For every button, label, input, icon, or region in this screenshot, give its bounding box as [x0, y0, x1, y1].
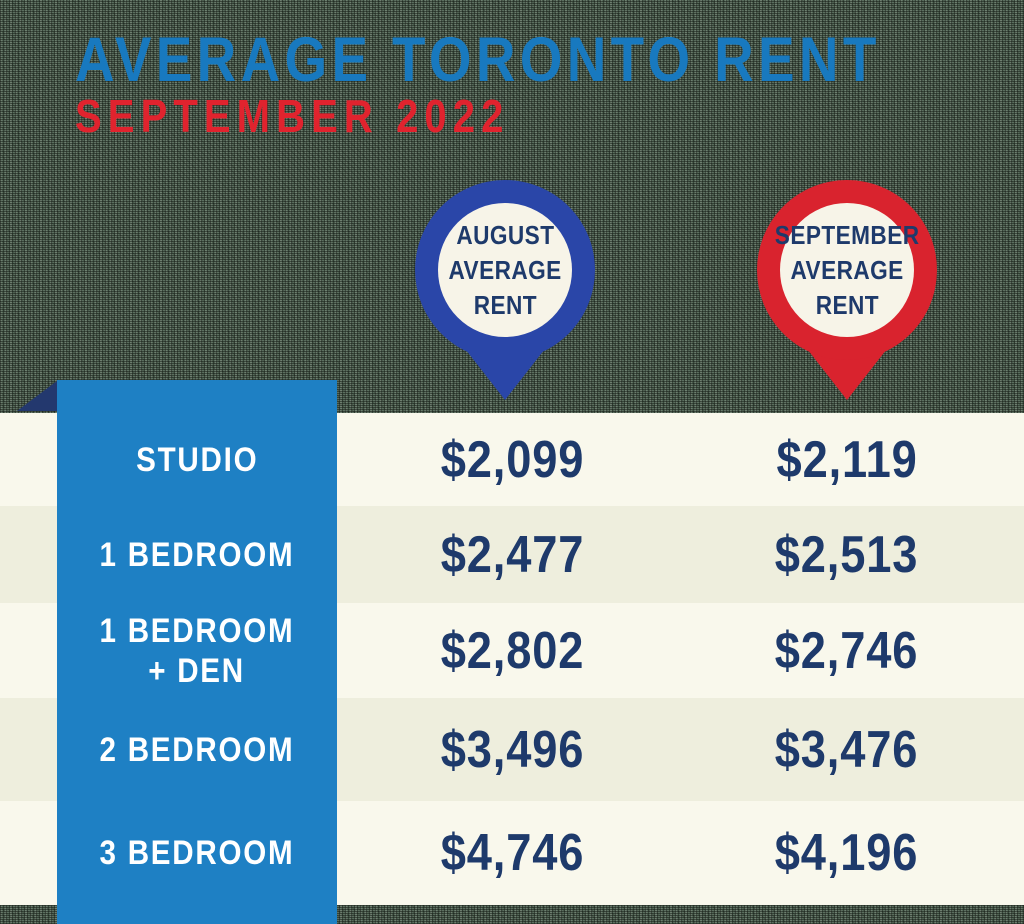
row-label-1-bedroom: 1 BEDROOM: [99, 535, 295, 574]
august-rent-value: $2,802: [441, 621, 585, 680]
category-column-panel: [57, 380, 337, 924]
map-pin-icon: [415, 180, 595, 400]
september-rent-value: $3,476: [775, 720, 919, 779]
august-rent-value: $4,746: [441, 824, 585, 882]
row-label-studio: STUDIO: [135, 440, 259, 479]
september-pin-label: SEPTEMBER AVERAGE RENT: [774, 219, 920, 320]
map-pin-icon: [757, 180, 937, 400]
september-rent-value: $2,513: [775, 525, 919, 584]
row-label-2-bedroom: 2 BEDROOM: [99, 730, 295, 769]
august-rent-value: $2,099: [441, 430, 585, 489]
row-label-3-bedroom: 3 BEDROOM: [99, 834, 295, 872]
august-rent-value: $2,477: [441, 525, 585, 584]
row-label-1-bedroom-den: 1 BEDROOM + DEN: [99, 611, 295, 690]
september-rent-value: $4,196: [775, 824, 919, 882]
page-title: AVERAGE TORONTO RENT: [75, 25, 881, 95]
september-rent-value: $2,746: [775, 621, 919, 680]
page-subtitle: SEPTEMBER 2022: [75, 90, 510, 142]
august-rent-value: $3,496: [441, 720, 585, 779]
header: AVERAGE TORONTO RENT SEPTEMBER 2022: [75, 28, 1001, 140]
september-rent-value: $2,119: [776, 430, 918, 489]
august-pin-label: AUGUST AVERAGE RENT: [448, 219, 562, 320]
